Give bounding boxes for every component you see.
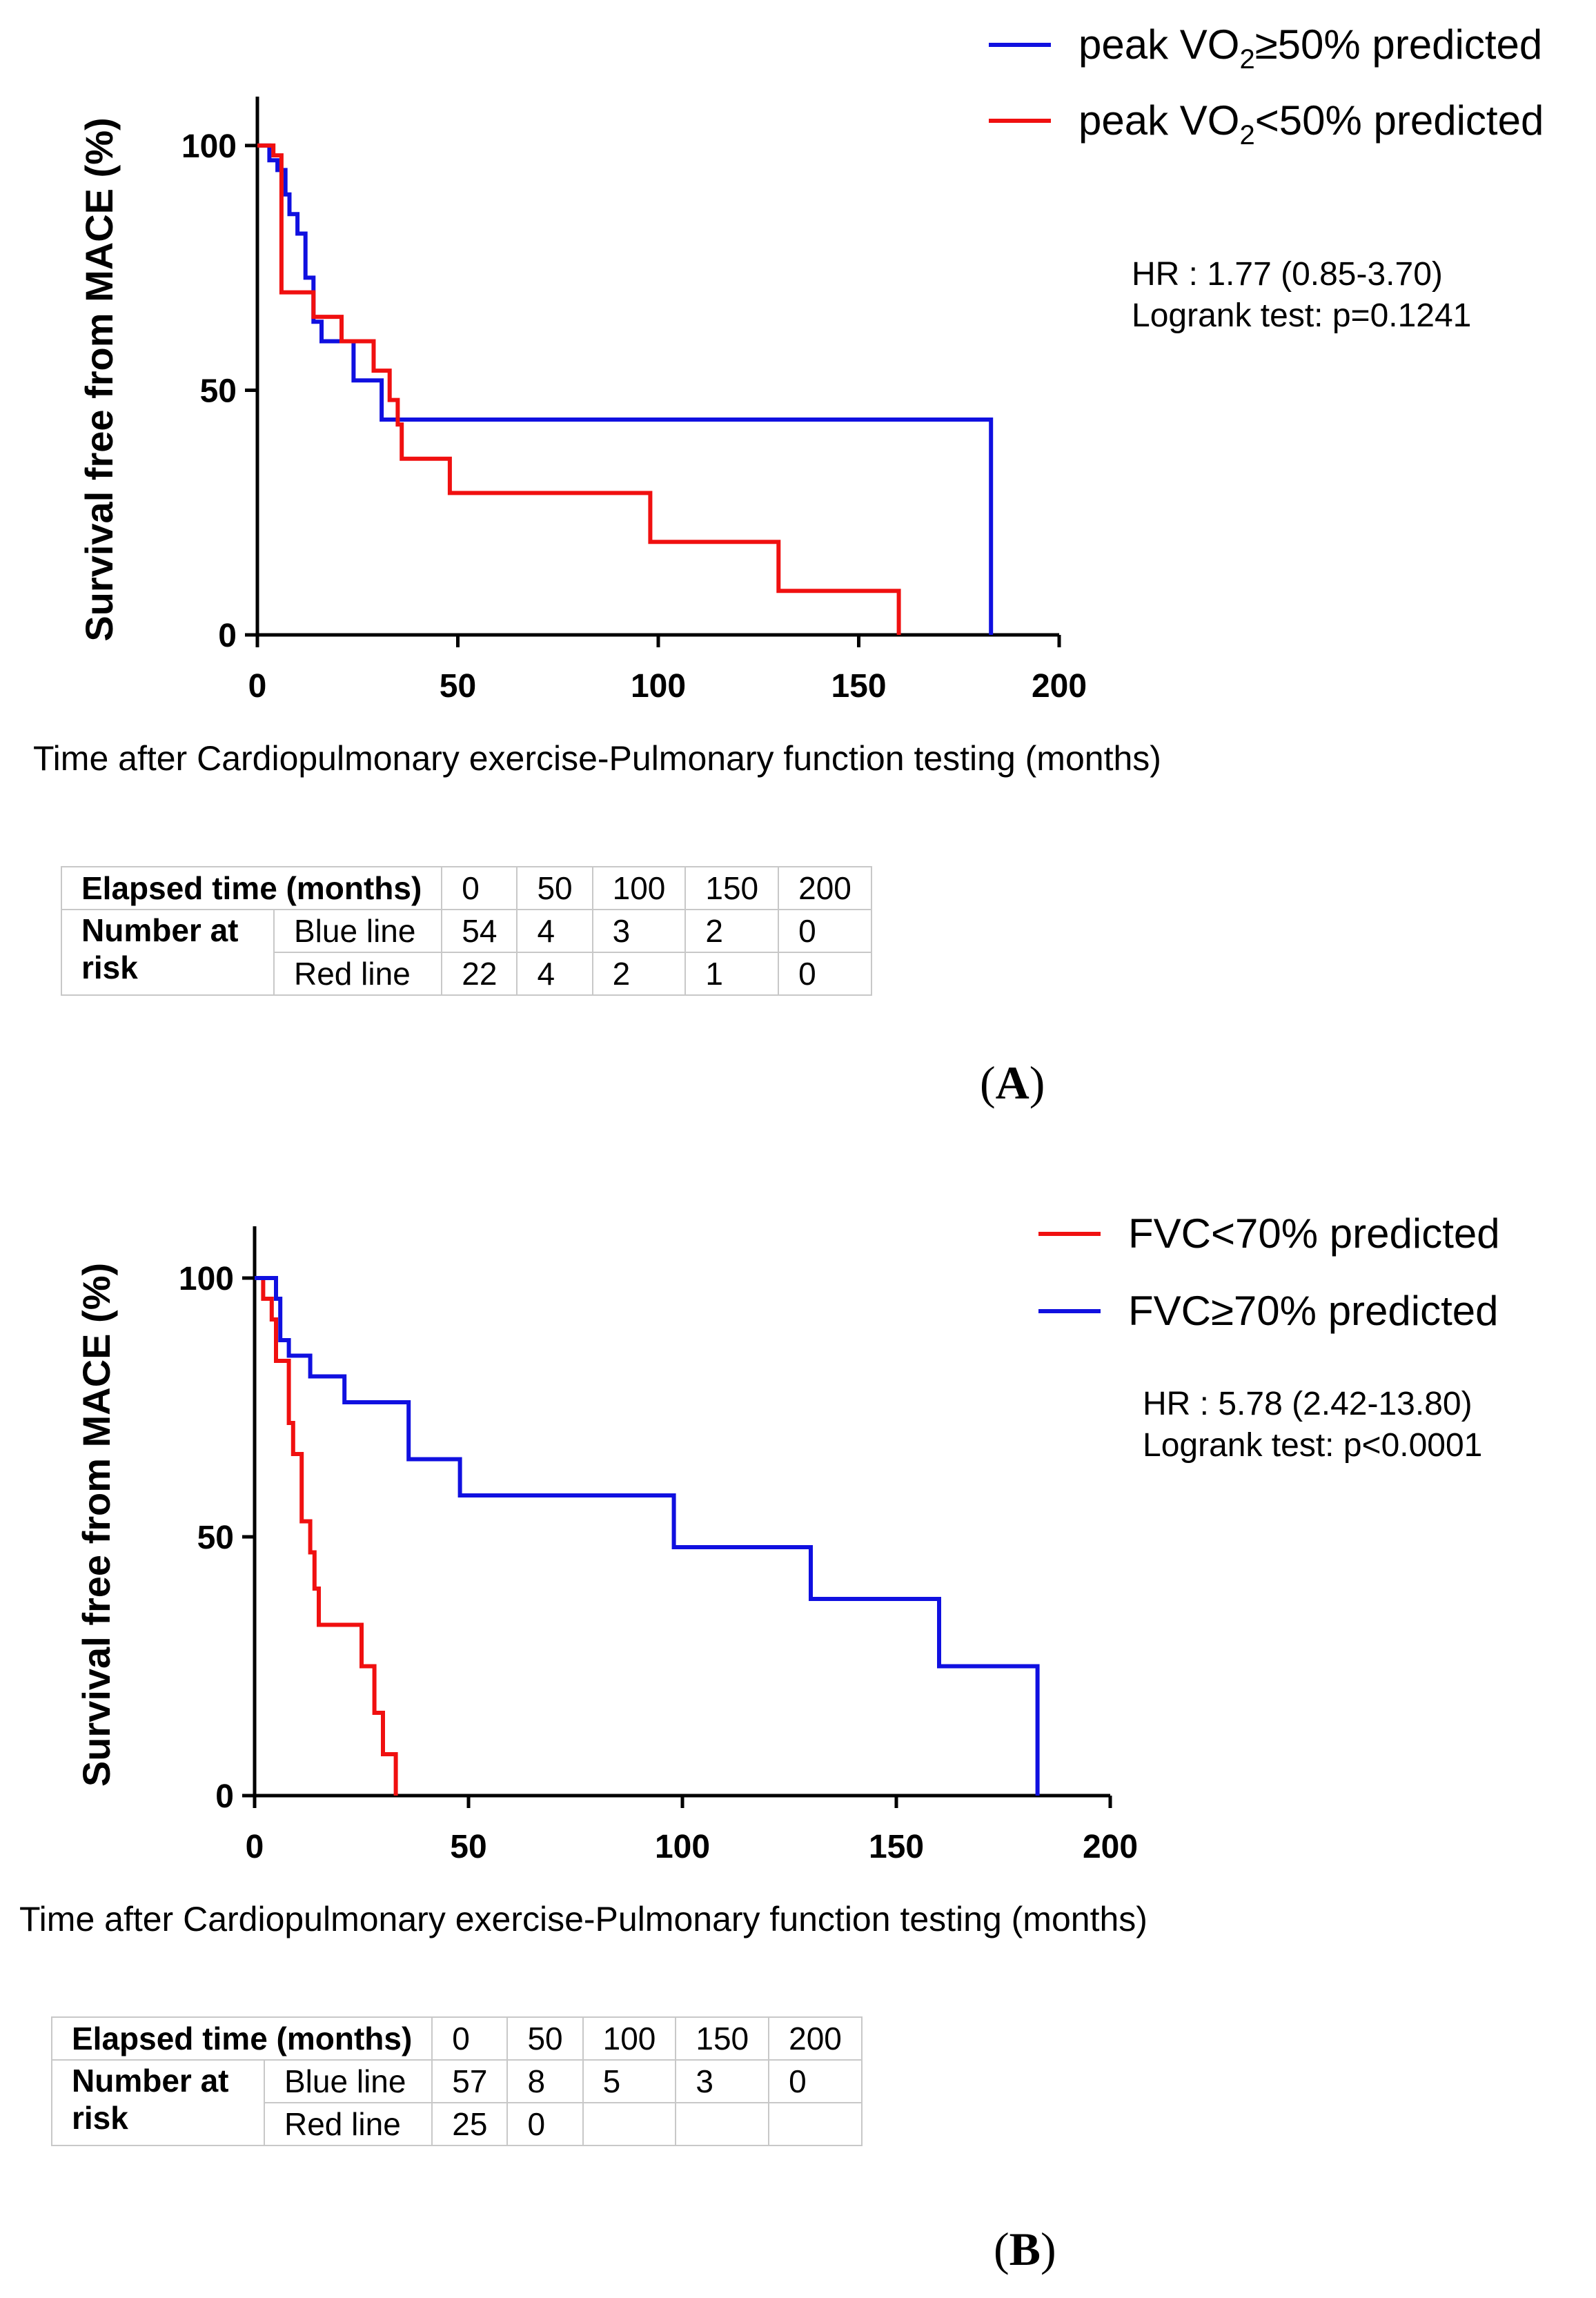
risk-table-cell: 4 xyxy=(516,909,593,953)
km-chart-a: 0 50 100 150 200 0 50 100 Survival free from MAC… xyxy=(77,21,1544,705)
risk-table-header-row: Elapsed time (months) 0 50 100 150 200 xyxy=(50,2016,863,2061)
stats-b: HR : 5.78 (2.42-13.80) Logrank test: p<0… xyxy=(1143,1384,1482,1466)
km-curve xyxy=(257,143,901,635)
x-axis-caption: Time after Cardiopulmonary exercise-Pulm… xyxy=(33,739,1161,778)
risk-table-row-label: Blue line xyxy=(273,909,443,953)
stats-a: HR : 1.77 (0.85-3.70) Logrank test: p=0.… xyxy=(1132,254,1471,337)
x-tick-label: 0 xyxy=(246,1829,264,1865)
x-tick-label: 150 xyxy=(831,668,886,705)
legend-label-text: ≥50% predicted xyxy=(1255,21,1543,68)
x-tick-label: 100 xyxy=(655,1829,710,1865)
risk-table-time: 100 xyxy=(582,2016,677,2061)
logrank-text: Logrank test: p=0.1241 xyxy=(1132,297,1472,334)
risk-table-row: Red line 25 0 xyxy=(52,2102,863,2146)
y-tick-label: 0 xyxy=(218,618,237,654)
legend-label: FVC≥70% predicted xyxy=(1128,1288,1499,1334)
legend-label-text: FVC≥70% predicted xyxy=(1128,1288,1499,1334)
km-curve xyxy=(257,143,994,635)
y-tick-label: 0 xyxy=(215,1778,234,1815)
risk-table-row-label: Red line xyxy=(273,952,443,996)
risk-table-time: 0 xyxy=(441,866,518,910)
panel-a: 0 50 100 150 200 0 50 100 Survival free from MAC… xyxy=(0,0,1596,1146)
legend-label: peak VO2<50% predicted xyxy=(1078,97,1544,150)
risk-table-group-label: Number at risk xyxy=(61,909,275,996)
legend-label-text: peak VO xyxy=(1078,97,1239,144)
risk-table-cell: 0 xyxy=(506,2102,584,2146)
panel-label-a: (A) xyxy=(980,1057,1045,1109)
risk-table-header-label: Elapsed time (months) xyxy=(50,2016,433,2061)
risk-table: Elapsed time (months) 0 50 100 150 200 N… xyxy=(50,2016,863,2146)
risk-table-cell: 8 xyxy=(506,2059,584,2103)
risk-table-cell: 0 xyxy=(768,2059,863,2103)
risk-table-cell: 1 xyxy=(684,952,780,996)
risk-table-cell xyxy=(582,2102,677,2146)
hazard-ratio-text: HR : 1.77 (0.85-3.70) xyxy=(1132,256,1443,293)
risk-table: Elapsed time (months) 0 50 100 150 200 N… xyxy=(60,866,872,996)
legend-label-text: peak VO xyxy=(1078,21,1239,68)
x-tick-label: 150 xyxy=(869,1829,924,1865)
y-axis-label: Survival free from MACE (%) xyxy=(77,117,121,641)
risk-table-cell: 25 xyxy=(431,2102,509,2146)
panel-label-b: (B) xyxy=(994,2223,1056,2275)
risk-table-cell: 54 xyxy=(441,909,518,953)
legend-label: FVC<70% predicted xyxy=(1128,1210,1500,1257)
risk-table-row: Number at risk Blue line 57 8 5 3 0 xyxy=(51,2059,863,2146)
legend-label: peak VO2≥50% predicted xyxy=(1078,21,1542,75)
x-tick-label: 200 xyxy=(1032,668,1087,705)
risk-table-time: 150 xyxy=(684,866,780,910)
risk-table-time: 200 xyxy=(778,866,872,910)
risk-table-time: 50 xyxy=(506,2016,584,2061)
x-tick-label: 50 xyxy=(440,668,476,705)
risk-table-cell: 57 xyxy=(431,2059,509,2103)
logrank-text: Logrank test: p<0.0001 xyxy=(1143,1427,1483,1464)
legend-label-text: <50% predicted xyxy=(1255,97,1544,144)
x-tick-label: 100 xyxy=(631,668,686,705)
hazard-ratio-text: HR : 5.78 (2.42-13.80) xyxy=(1143,1386,1472,1422)
risk-table-time: 200 xyxy=(768,2016,863,2061)
risk-table-time: 50 xyxy=(516,866,593,910)
y-tick-label: 100 xyxy=(179,1261,234,1297)
risk-table-time: 100 xyxy=(591,866,687,910)
x-tick-label: 50 xyxy=(450,1829,486,1865)
y-tick-label: 100 xyxy=(181,128,237,165)
risk-table-cell: 22 xyxy=(441,952,518,996)
legend-label-text: FVC<70% predicted xyxy=(1128,1210,1500,1257)
x-tick-label: 0 xyxy=(248,668,267,705)
risk-table-cell: 2 xyxy=(684,909,780,953)
risk-table-cell: 2 xyxy=(591,952,687,996)
risk-table-cell: 4 xyxy=(516,952,593,996)
risk-table-cell xyxy=(768,2102,863,2146)
risk-table-cell: 3 xyxy=(591,909,687,953)
risk-table-cell: 5 xyxy=(582,2059,677,2103)
y-tick-label: 50 xyxy=(200,373,237,409)
legend-label-subscript: 2 xyxy=(1239,44,1254,75)
panel-b: 0 50 100 150 200 0 50 100 Survival free from MAC… xyxy=(0,1146,1596,2298)
risk-table-row: Number at risk Blue line 54 4 3 2 0 xyxy=(61,909,872,996)
risk-table-group-label: Number at risk xyxy=(51,2059,265,2146)
risk-table-row: Red line 22 4 2 1 0 xyxy=(61,952,872,996)
km-chart-b: 0 50 100 150 200 0 50 100 Survival free from MAC… xyxy=(75,1210,1500,1865)
risk-table-cell: 3 xyxy=(675,2059,770,2103)
x-tick-label: 200 xyxy=(1083,1829,1138,1865)
risk-table-time: 0 xyxy=(431,2016,509,2061)
km-curve xyxy=(255,1276,398,1796)
legend-label-subscript: 2 xyxy=(1239,120,1254,150)
y-axis-label: Survival free from MACE (%) xyxy=(75,1263,118,1787)
risk-table-row-label: Blue line xyxy=(263,2059,433,2103)
risk-table-header-row: Elapsed time (months) 0 50 100 150 200 xyxy=(60,866,872,910)
y-tick-label: 50 xyxy=(197,1520,234,1556)
risk-table-cell xyxy=(675,2102,770,2146)
risk-table-row-label: Red line xyxy=(263,2102,433,2146)
risk-table-time: 150 xyxy=(675,2016,770,2061)
km-curve xyxy=(255,1276,1040,1796)
risk-table-cell: 0 xyxy=(778,909,872,953)
risk-table-header-label: Elapsed time (months) xyxy=(60,866,443,910)
risk-table-cell: 0 xyxy=(778,952,872,996)
x-axis-caption: Time after Cardiopulmonary exercise-Pulm… xyxy=(19,1900,1147,1938)
